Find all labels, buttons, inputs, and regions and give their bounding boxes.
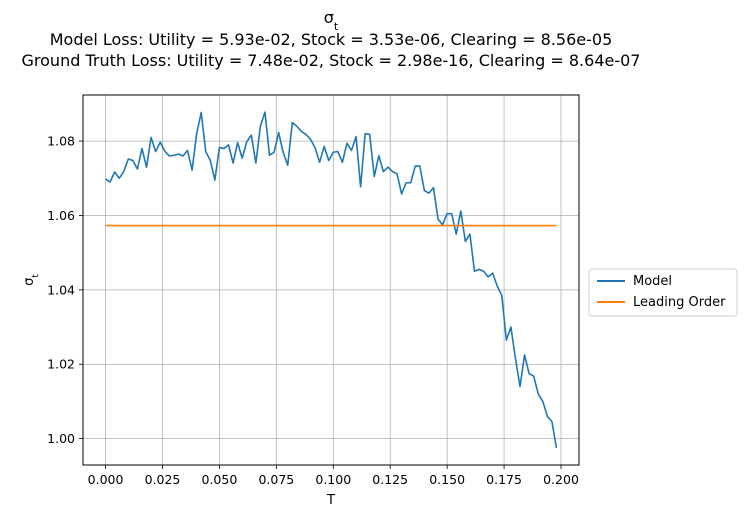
legend-label-leading-order: Leading Order: [633, 295, 726, 310]
chart-title: σt: [324, 8, 339, 33]
x-axis-label: T: [326, 493, 335, 508]
y-tick-label: 1.08: [47, 134, 75, 149]
x-tick-label: 0.050: [202, 472, 238, 487]
x-tick-label: 0.150: [429, 472, 465, 487]
y-axis-label: σt: [22, 274, 41, 286]
x-tick-label: 0.075: [258, 472, 294, 487]
series-line-model: [105, 111, 558, 449]
x-tick-label: 0.200: [543, 472, 579, 487]
legend: Model Leading Order: [588, 268, 738, 317]
x-tick-label: 0.025: [145, 472, 181, 487]
x-tick-label: 0.100: [315, 472, 351, 487]
legend-label-model: Model: [633, 274, 672, 289]
chart-subtitle-model-loss: Model Loss: Utility = 5.93e-02, Stock = …: [50, 30, 613, 49]
y-tick-label: 1.04: [47, 282, 75, 297]
axes-layer: [82, 94, 580, 466]
ticks-layer: 0.000 0.025 0.050 0.075 0.100 0.125 0.150 0.175…: [47, 134, 579, 487]
plot-frame: [82, 94, 580, 466]
x-tick-label: 0.175: [486, 472, 522, 487]
grid-layer: [83, 95, 579, 465]
legend-box: [588, 268, 738, 317]
x-tick-label: 0.000: [88, 472, 124, 487]
y-tick-label: 1.06: [47, 208, 75, 223]
y-tick-label: 1.00: [47, 431, 75, 446]
chart-subtitle-ground-truth-loss: Ground Truth Loss: Utility = 7.48e-02, S…: [22, 51, 641, 70]
series-layer: [105, 111, 558, 449]
y-tick-label: 1.02: [47, 357, 75, 372]
x-tick-label: 0.125: [372, 472, 408, 487]
